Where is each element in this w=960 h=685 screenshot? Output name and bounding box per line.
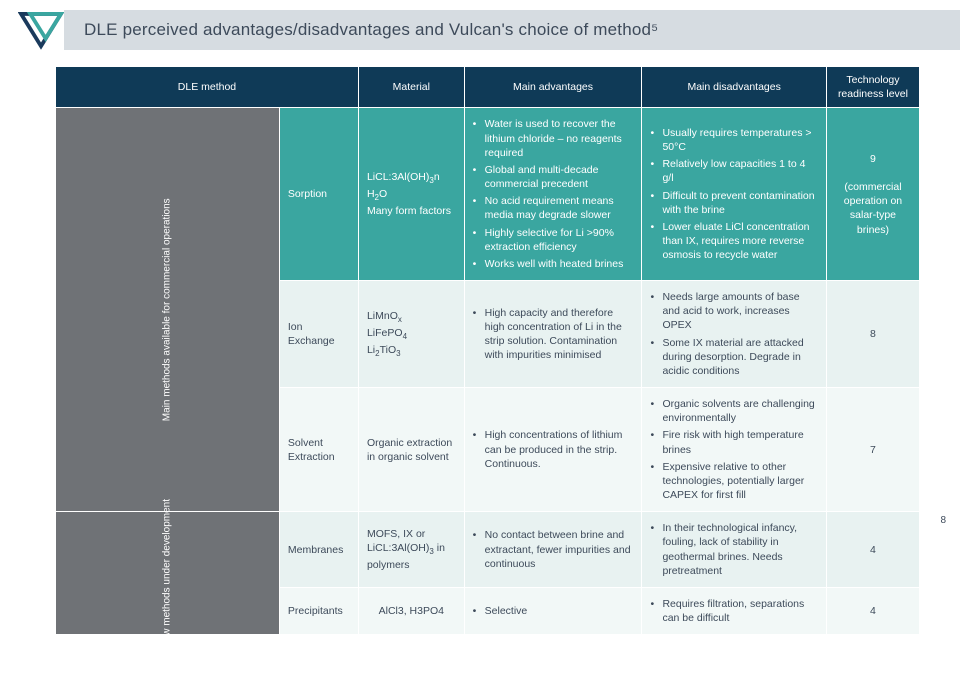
company-logo bbox=[18, 10, 64, 50]
disadvantages: In their technological infancy, fouling,… bbox=[642, 512, 826, 588]
material: LiMnOxLiFePO4Li2TiO3 bbox=[358, 281, 464, 388]
method-name: Sorption bbox=[279, 108, 358, 281]
trl: 8 bbox=[826, 281, 919, 388]
disadvantages: Needs large amounts of base and acid to … bbox=[642, 281, 826, 388]
col-disadvantages: Main disadvantages bbox=[642, 67, 826, 108]
col-trl: Technologyreadiness level bbox=[826, 67, 919, 108]
method-name: Solvent Extraction bbox=[279, 388, 358, 512]
page-header: DLE perceived advantages/disadvantages a… bbox=[0, 0, 960, 60]
advantages: High concentrations of lithium can be pr… bbox=[464, 388, 642, 512]
trl: 9(commercial operation on salar-type bri… bbox=[826, 108, 919, 281]
group-new-methods: New methods under development bbox=[56, 512, 280, 635]
col-material: Material bbox=[358, 67, 464, 108]
method-name: Ion Exchange bbox=[279, 281, 358, 388]
page-title: DLE perceived advantages/disadvantages a… bbox=[64, 10, 960, 50]
material: LiCL:3Al(OH)3nH2OMany form factors bbox=[358, 108, 464, 281]
material: AlCl3, H3PO4 bbox=[358, 587, 464, 634]
disadvantages: Usually requires temperatures > 50°CRela… bbox=[642, 108, 826, 281]
disadvantages: Requires filtration, separations can be … bbox=[642, 587, 826, 634]
row-sorption: Main methods available for commercial op… bbox=[56, 108, 920, 281]
advantages: Selective bbox=[464, 587, 642, 634]
table-container: DLE method Material Main advantages Main… bbox=[0, 60, 960, 635]
row-membranes: New methods under development Membranes … bbox=[56, 512, 920, 588]
method-name: Membranes bbox=[279, 512, 358, 588]
col-method: DLE method bbox=[56, 67, 359, 108]
advantages: No contact between brine and extractant,… bbox=[464, 512, 642, 588]
page-number: 8 bbox=[940, 515, 946, 526]
group-main-methods: Main methods available for commercial op… bbox=[56, 108, 280, 512]
advantages: Water is used to recover the lithium chl… bbox=[464, 108, 642, 281]
dle-comparison-table: DLE method Material Main advantages Main… bbox=[55, 66, 920, 635]
material: Organic extraction in organic solvent bbox=[358, 388, 464, 512]
trl: 4 bbox=[826, 587, 919, 634]
trl: 4 bbox=[826, 512, 919, 588]
col-advantages: Main advantages bbox=[464, 67, 642, 108]
table-header: DLE method Material Main advantages Main… bbox=[56, 67, 920, 108]
material: MOFS, IX or LiCL:3Al(OH)3 in polymers bbox=[358, 512, 464, 588]
method-name: Precipitants bbox=[279, 587, 358, 634]
disadvantages: Organic solvents are challenging environ… bbox=[642, 388, 826, 512]
trl: 7 bbox=[826, 388, 919, 512]
advantages: High capacity and therefore high concent… bbox=[464, 281, 642, 388]
